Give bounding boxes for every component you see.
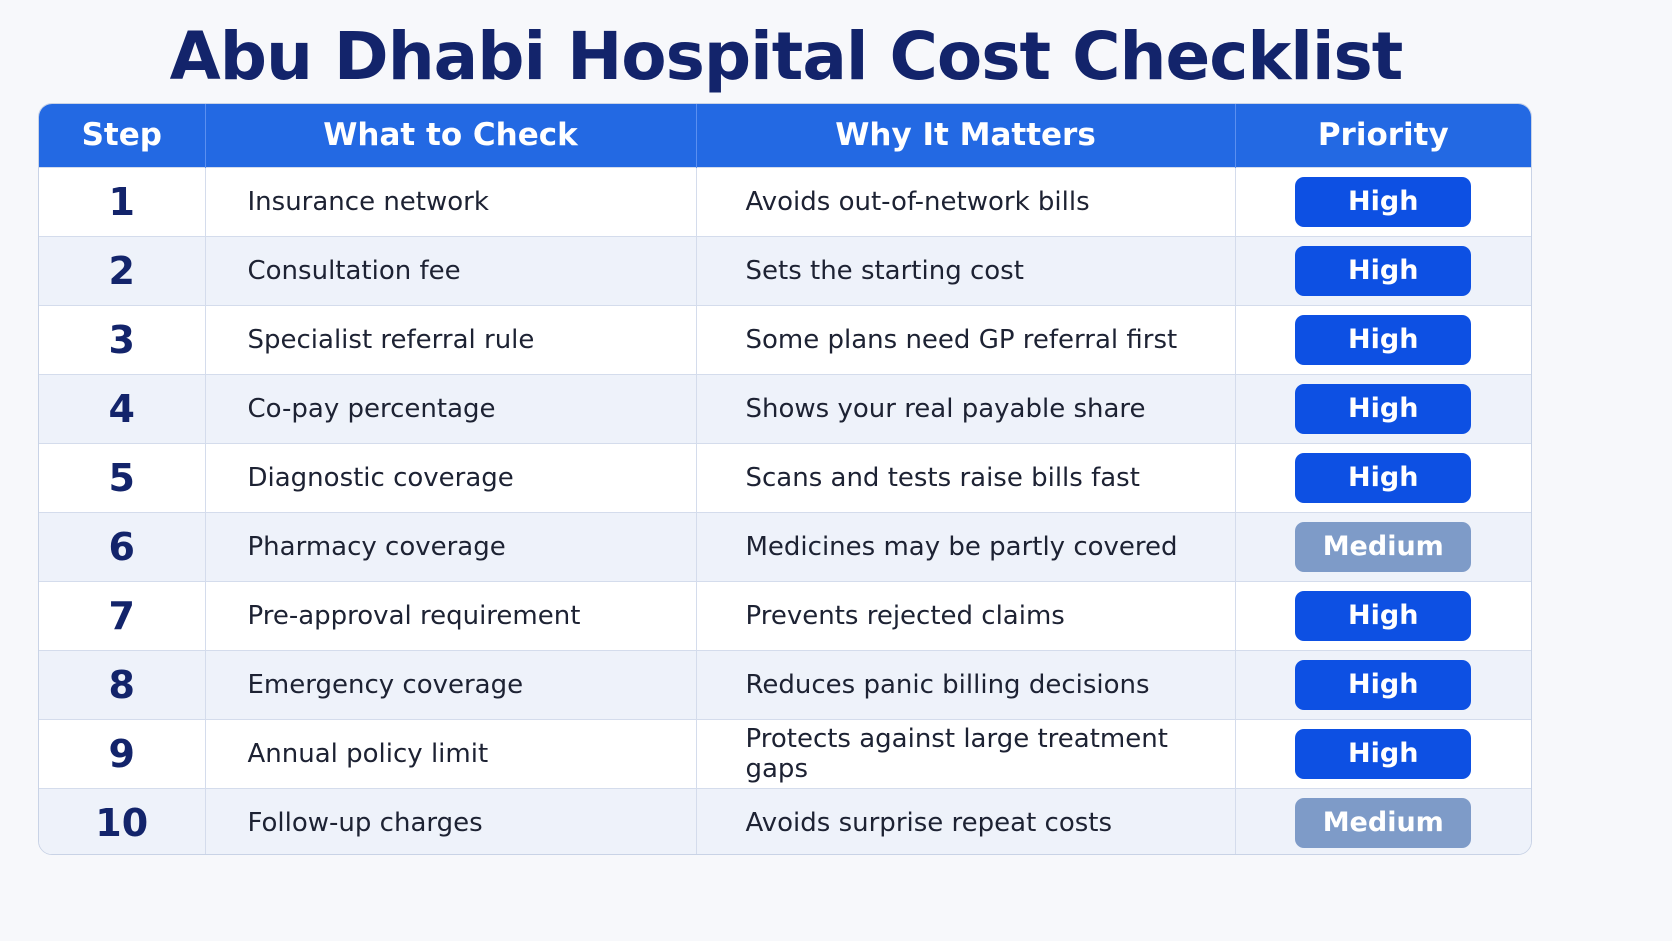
what-to-check-cell: Diagnostic coverage	[205, 442, 697, 512]
priority-cell: High	[1235, 373, 1531, 443]
why-it-matters-cell: Prevents rejected claims	[696, 580, 1236, 650]
table-row: 7 Pre-approval requirement Prevents reject…	[39, 580, 1531, 650]
table-row: 5 Diagnostic coverage Scans and tests rais…	[39, 442, 1531, 512]
step-number: 3	[39, 304, 206, 374]
why-it-matters-cell: Scans and tests raise bills fast	[696, 442, 1236, 512]
step-number: 2	[39, 235, 206, 305]
step-number: 9	[39, 718, 206, 788]
header-step: Step	[39, 104, 206, 167]
table-row: 8 Emergency coverage Reduces panic billing…	[39, 649, 1531, 719]
priority-cell: High	[1235, 580, 1531, 650]
why-it-matters-cell: Avoids out-of-network bills	[696, 166, 1236, 236]
step-number: 5	[39, 442, 206, 512]
step-number: 1	[39, 166, 206, 236]
step-number: 10	[39, 787, 206, 854]
what-to-check-cell: Co-pay percentage	[205, 373, 697, 443]
why-it-matters-cell: Shows your real payable share	[696, 373, 1236, 443]
priority-badge: High	[1295, 176, 1472, 227]
checklist-table: Step What to Check Why It Matters Priori…	[38, 103, 1532, 855]
priority-badge: High	[1295, 659, 1472, 710]
header-priority: Priority	[1317, 117, 1449, 154]
priority-cell: High	[1235, 235, 1531, 305]
step-number: 6	[39, 511, 206, 581]
step-number: 7	[39, 580, 206, 650]
table-row: 9 Annual policy limit Protects against lar…	[39, 718, 1531, 788]
table-row: 1 Insurance network Avoids out-of-network …	[39, 166, 1531, 236]
priority-cell: High	[1235, 718, 1531, 788]
header-what-to-check: What to Check	[205, 104, 697, 167]
what-to-check-cell: Follow-up charges	[205, 787, 697, 854]
page-title: Abu Dhabi Hospital Cost Checklist	[169, 18, 1404, 95]
table-body: 1 Insurance network Avoids out-of-network …	[39, 166, 1531, 854]
priority-badge: High	[1295, 452, 1472, 503]
what-to-check-cell: Pharmacy coverage	[205, 511, 697, 581]
what-to-check-cell: Specialist referral rule	[205, 304, 697, 374]
table-row: 2 Consultation fee Sets the starting cost H…	[39, 235, 1531, 305]
table-row: 10 Follow-up charges Avoids surprise repea…	[39, 787, 1531, 854]
why-it-matters-cell: Protects against large treatment gaps	[696, 718, 1236, 788]
why-it-matters-cell: Some plans need GP referral first	[696, 304, 1236, 374]
why-it-matters-cell: Avoids surprise repeat costs	[696, 787, 1236, 854]
step-number: 8	[39, 649, 206, 719]
step-number: 4	[39, 373, 206, 443]
priority-cell: High	[1235, 649, 1531, 719]
what-to-check-cell: Annual policy limit	[205, 718, 697, 788]
priority-cell: High	[1235, 304, 1531, 374]
why-it-matters-cell: Medicines may be partly covered	[696, 511, 1236, 581]
what-to-check-cell: Consultation fee	[205, 235, 697, 305]
priority-badge: High	[1295, 245, 1472, 296]
priority-badge: Medium	[1295, 521, 1472, 572]
priority-cell: High	[1235, 442, 1531, 512]
why-it-matters-cell: Reduces panic billing decisions	[696, 649, 1236, 719]
what-to-check-cell: Insurance network	[205, 166, 697, 236]
why-it-matters-cell: Sets the starting cost	[696, 235, 1236, 305]
what-to-check-cell: Pre-approval requirement	[205, 580, 697, 650]
priority-cell: High	[1235, 166, 1531, 236]
table-row: 4 Co-pay percentage Shows your real payabl…	[39, 373, 1531, 443]
priority-badge: High	[1295, 314, 1472, 365]
table-row: 6 Pharmacy coverage Medicines may be partl…	[39, 511, 1531, 581]
priority-cell: Medium	[1235, 787, 1531, 854]
header-why-it-matters: Why It Matters	[696, 104, 1236, 167]
table-header-row: Step What to Check Why It Matters Priori…	[39, 104, 1531, 167]
table-row: 3 Specialist referral rule Some plans need…	[39, 304, 1531, 374]
priority-badge: High	[1295, 590, 1472, 641]
priority-badge: High	[1295, 383, 1472, 434]
priority-badge: High	[1295, 728, 1472, 779]
what-to-check-cell: Emergency coverage	[205, 649, 697, 719]
priority-badge: Medium	[1295, 797, 1472, 848]
priority-cell: Medium	[1235, 511, 1531, 581]
